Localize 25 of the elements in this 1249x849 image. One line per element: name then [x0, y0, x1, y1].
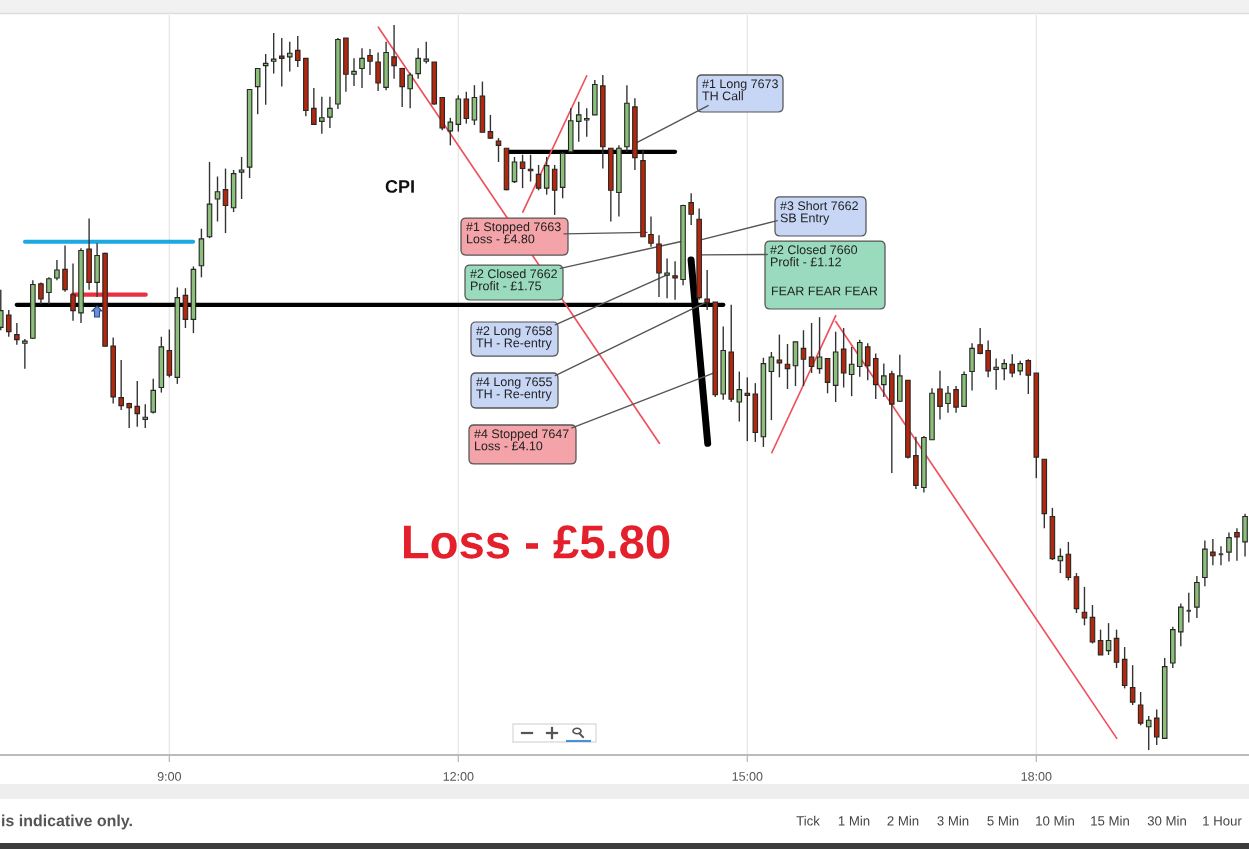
text: 1 Min [838, 815, 870, 826]
annotation: #2 Closed 7662 Profit - £1.75 [470, 269, 557, 291]
annotation: #2 Long 7658 TH - Re-entry [476, 326, 552, 350]
text: 1 Hour [1203, 816, 1242, 826]
text: Tick [796, 815, 820, 826]
text: 30 Min [1147, 815, 1186, 826]
annotation: #1 Long 7673 TH Call [702, 79, 778, 101]
text: 15 Min [1091, 815, 1129, 826]
annotation: #4 Stopped 7647 Loss - £4.10 [474, 429, 569, 451]
text: 10 Min [1036, 815, 1074, 826]
annotation: #4 Long 7655 TH - Re-entry [476, 377, 552, 401]
annotation: #3 Short 7662 SB Entry [780, 201, 858, 225]
x-tick-label: 9:00 [157, 772, 182, 781]
x-tick-label: 15:00 [732, 772, 763, 781]
text: 5 Min [987, 815, 1019, 826]
text: 2 Min [887, 815, 919, 826]
annotation: #2 Closed 7660 Profit - £1.12 [770, 245, 858, 267]
annotation: Loss - £5.80 [404, 525, 670, 559]
text: is indicative only. [2, 814, 132, 830]
text: 3 Min [937, 815, 969, 826]
annotation: FEAR FEAR FEAR [772, 286, 878, 296]
x-tick-label: 18:00 [1021, 772, 1052, 781]
annotation: CPI [385, 180, 414, 193]
x-tick-label: 12:00 [443, 772, 474, 781]
annotation: #1 Stopped 7663 Loss - £4.80 [466, 222, 561, 244]
